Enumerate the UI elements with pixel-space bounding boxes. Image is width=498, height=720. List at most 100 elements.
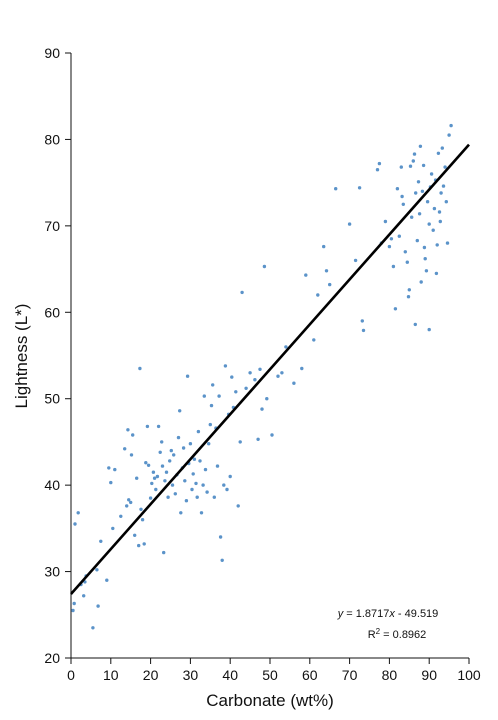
- data-point: [265, 397, 269, 401]
- data-point: [173, 492, 177, 496]
- data-point: [438, 219, 442, 224]
- data-point: [395, 187, 400, 191]
- data-point: [129, 453, 134, 457]
- data-point: [185, 374, 190, 378]
- data-point: [445, 241, 450, 245]
- data-point: [244, 386, 248, 390]
- data-point: [387, 244, 392, 249]
- data-point: [194, 481, 198, 486]
- data-point: [443, 165, 447, 169]
- data-point: [258, 367, 262, 371]
- data-point: [284, 345, 288, 349]
- data-point: [292, 381, 296, 385]
- data-point: [300, 366, 304, 371]
- y-axis-ticks: 20 30 40 50 60 70 80 90: [44, 45, 71, 666]
- data-point: [416, 180, 421, 184]
- data-point: [111, 526, 115, 531]
- data-point: [76, 511, 80, 515]
- data-point: [164, 470, 169, 474]
- data-point: [135, 476, 139, 480]
- data-point: [220, 558, 224, 562]
- data-point: [408, 164, 413, 168]
- x-tick-label: 50: [262, 667, 278, 683]
- data-point: [156, 424, 161, 429]
- data-point: [304, 273, 308, 277]
- data-point: [312, 338, 316, 342]
- data-point: [270, 433, 274, 437]
- data-point: [195, 495, 199, 499]
- data-point: [360, 319, 364, 323]
- data-point: [178, 409, 182, 413]
- data-point: [142, 542, 146, 546]
- data-point: [262, 264, 267, 269]
- data-point: [427, 222, 431, 226]
- data-point: [447, 133, 451, 137]
- data-point: [160, 464, 165, 468]
- data-point: [158, 450, 162, 454]
- x-tick-label: 10: [103, 667, 119, 683]
- data-point: [190, 487, 194, 492]
- data-point: [169, 448, 173, 453]
- y-tick-label: 60: [44, 304, 60, 320]
- data-point: [205, 490, 209, 494]
- data-point: [413, 322, 417, 327]
- data-point: [125, 504, 129, 508]
- y-tick-label: 50: [44, 391, 60, 407]
- data-point: [163, 479, 167, 483]
- data-point: [240, 290, 244, 295]
- data-point: [406, 295, 411, 299]
- x-axis-title: Carbonate (wt%): [206, 691, 334, 710]
- data-point: [99, 539, 103, 543]
- data-point: [133, 533, 137, 537]
- data-point: [405, 260, 409, 264]
- x-tick-label: 80: [382, 667, 398, 683]
- data-point: [113, 467, 117, 472]
- data-point: [139, 507, 143, 511]
- data-point: [280, 371, 284, 375]
- data-point: [126, 428, 130, 432]
- data-point: [334, 187, 338, 191]
- x-tick-label: 30: [183, 667, 199, 683]
- data-point: [211, 383, 215, 387]
- data-point: [166, 495, 170, 499]
- data-point: [127, 498, 131, 502]
- data-point: [215, 464, 220, 468]
- data-point: [383, 219, 388, 224]
- data-point: [201, 483, 205, 487]
- data-point: [347, 222, 352, 226]
- data-point: [179, 511, 183, 515]
- data-point: [222, 483, 226, 487]
- data-point: [109, 480, 113, 485]
- data-point: [440, 146, 444, 150]
- data-point: [276, 374, 280, 378]
- data-point: [144, 461, 148, 465]
- data-point: [138, 366, 142, 371]
- y-tick-label: 80: [44, 131, 60, 147]
- data-point: [415, 238, 419, 243]
- data-point: [228, 474, 232, 479]
- data-point: [188, 442, 193, 446]
- data-point: [423, 257, 427, 261]
- data-point: [397, 234, 401, 238]
- data-point: [155, 474, 160, 479]
- data-point: [248, 371, 252, 375]
- data-point: [202, 394, 206, 398]
- x-tick-label: 20: [143, 667, 159, 683]
- data-point: [407, 288, 411, 292]
- data-point: [218, 535, 223, 539]
- data-point: [434, 271, 439, 276]
- data-point: [322, 244, 326, 249]
- data-point: [129, 500, 133, 505]
- data-point: [236, 504, 240, 508]
- data-point: [328, 282, 332, 287]
- data-point: [181, 446, 186, 450]
- data-point: [148, 496, 153, 500]
- data-point: [91, 626, 95, 630]
- data-point: [196, 429, 201, 434]
- y-tick-label: 30: [44, 564, 60, 580]
- data-point: [253, 378, 257, 382]
- data-point: [422, 245, 427, 250]
- data-point: [198, 459, 202, 463]
- data-point: [82, 594, 86, 598]
- data-point: [217, 394, 221, 398]
